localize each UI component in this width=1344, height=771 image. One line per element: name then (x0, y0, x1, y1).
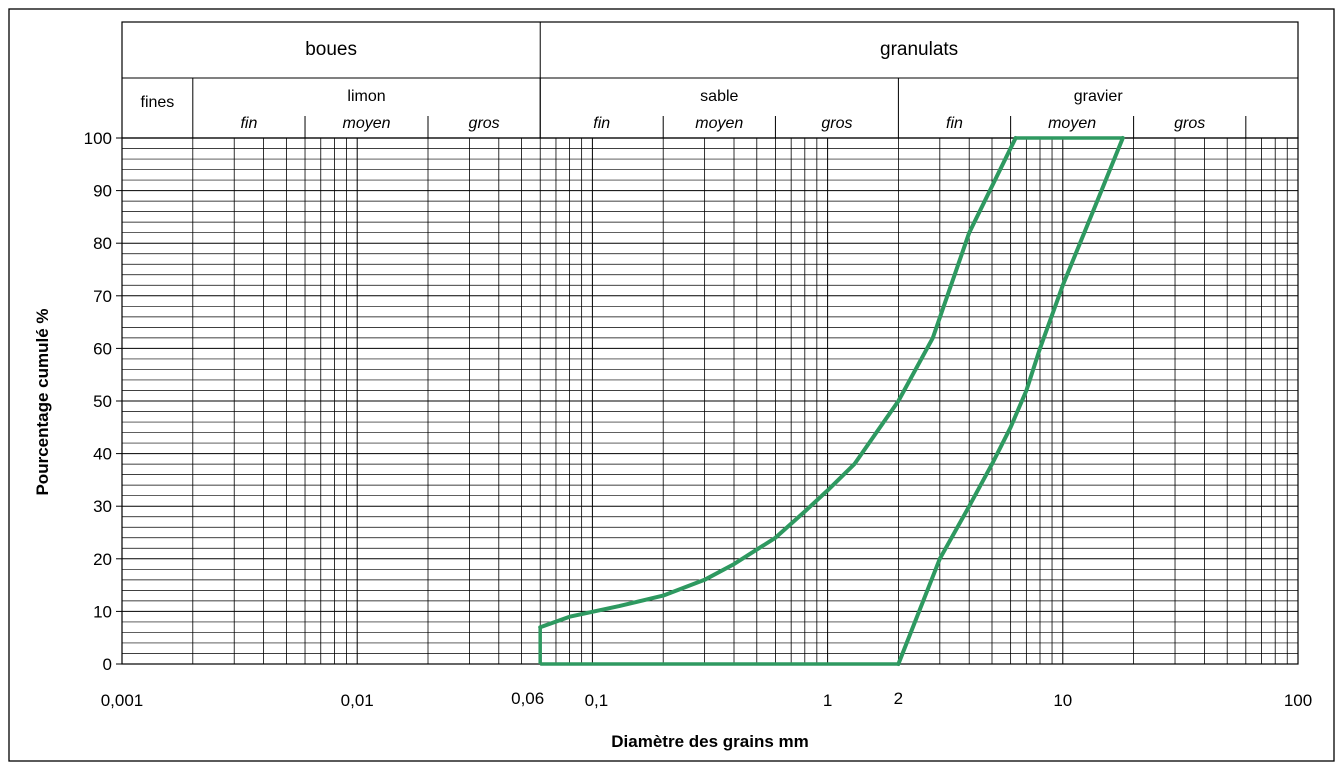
y-tick-label: 10 (93, 602, 112, 621)
header-subcell-moyen: moyen (1048, 115, 1096, 132)
x-tick-label: 1 (823, 691, 832, 710)
header-subcell-fin: fin (240, 115, 257, 132)
header-cell-boues: boues (305, 39, 357, 60)
y-tick-label: 40 (93, 445, 112, 464)
x-tick-label: 10 (1053, 691, 1072, 710)
header-cell-sable: sable (700, 88, 738, 105)
x-axis-ticks: 0,001 0,01 0,06 0,1 1 2 10 100 (101, 689, 1312, 710)
header-subcell-fin: fin (946, 115, 963, 132)
fine-limit-curve (538, 136, 1018, 630)
y-tick-label: 50 (93, 392, 112, 411)
x-tick-label: 0,1 (585, 691, 609, 710)
y-tick-label: 30 (93, 497, 112, 516)
classification-header: boues granulats fines limon sable gravier fin m… (121, 21, 1299, 139)
header-cell-limon: limon (347, 88, 385, 105)
header-subcell-gros: gros (821, 115, 852, 132)
header-cell-gravier: gravier (1074, 88, 1124, 105)
y-tick-label: 100 (84, 129, 112, 148)
x-tick-label: 2 (894, 689, 903, 708)
y-tick-label: 60 (93, 339, 112, 358)
x-axis-title: Diamètre des grains mm (611, 732, 808, 751)
header-frame (121, 21, 1299, 139)
header-subcell-moyen: moyen (342, 115, 390, 132)
y-tick-label: 80 (93, 234, 112, 253)
header-cell-fines: fines (141, 94, 175, 111)
coarse-limit-curve (896, 136, 1125, 666)
y-tick-label: 70 (93, 287, 112, 306)
x-tick-label: 0,06 (511, 689, 544, 708)
x-tick-label: 100 (1284, 691, 1312, 710)
y-axis-title: Pourcentage cumulé % (33, 308, 52, 495)
header-subcell-moyen: moyen (695, 115, 743, 132)
header-subcell-gros: gros (1174, 115, 1205, 132)
y-tick-label: 0 (103, 655, 112, 674)
header-subcell-fin: fin (593, 115, 610, 132)
y-tick-label: 20 (93, 550, 112, 569)
y-axis-ticks: 0 10 20 30 40 50 60 70 80 90 100 (84, 129, 122, 674)
chart-border (8, 8, 1335, 762)
y-tick-label: 90 (93, 182, 112, 201)
grid (121, 137, 1299, 665)
x-tick-label: 0,001 (101, 691, 144, 710)
envelope-series (538, 136, 1125, 666)
header-subcell-gros: gros (469, 115, 500, 132)
header-cell-granulats: granulats (880, 39, 958, 60)
x-tick-label: 0,01 (341, 691, 374, 710)
